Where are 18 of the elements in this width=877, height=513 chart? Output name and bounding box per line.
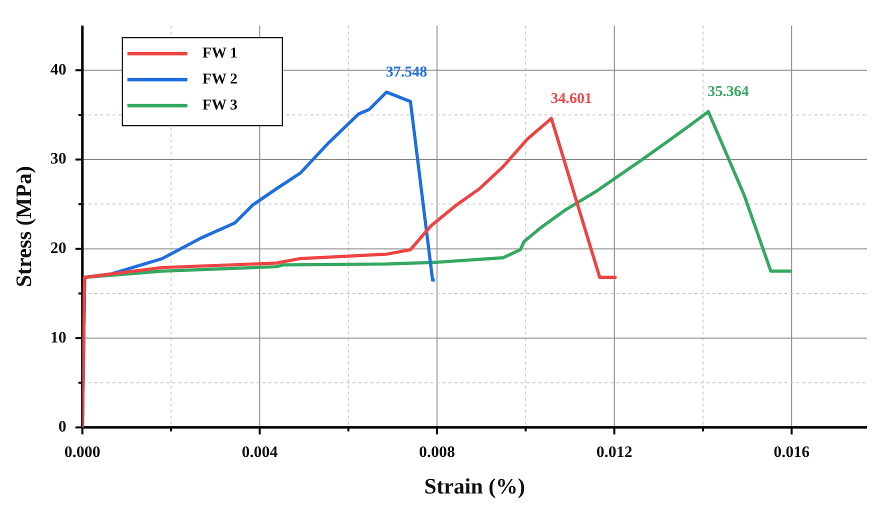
y-tick-label: 10 (50, 329, 66, 346)
x-tick-label: 0.016 (774, 444, 810, 462)
y-tick-label: 20 (50, 240, 66, 257)
y-axis-title: Stress (MPa) (10, 166, 36, 288)
legend-label: FW 1 (202, 45, 238, 62)
x-tick-label: 0.008 (419, 444, 456, 462)
x-tick-label: 0.000 (64, 444, 100, 462)
legend-label: FW 2 (202, 71, 238, 88)
y-tick-label: 30 (50, 150, 66, 168)
legend-label: FW 3 (202, 97, 238, 114)
y-tick-label: 40 (50, 61, 66, 78)
data-label: 34.601 (550, 90, 592, 107)
x-axis-title: Strain (%) (424, 473, 526, 498)
y-tick-label: 0 (58, 418, 66, 436)
x-tick-label: 0.012 (596, 444, 632, 462)
data-label: 37.548 (386, 64, 428, 81)
data-label: 35.364 (708, 84, 750, 100)
x-tick-label: 0.004 (242, 444, 278, 462)
